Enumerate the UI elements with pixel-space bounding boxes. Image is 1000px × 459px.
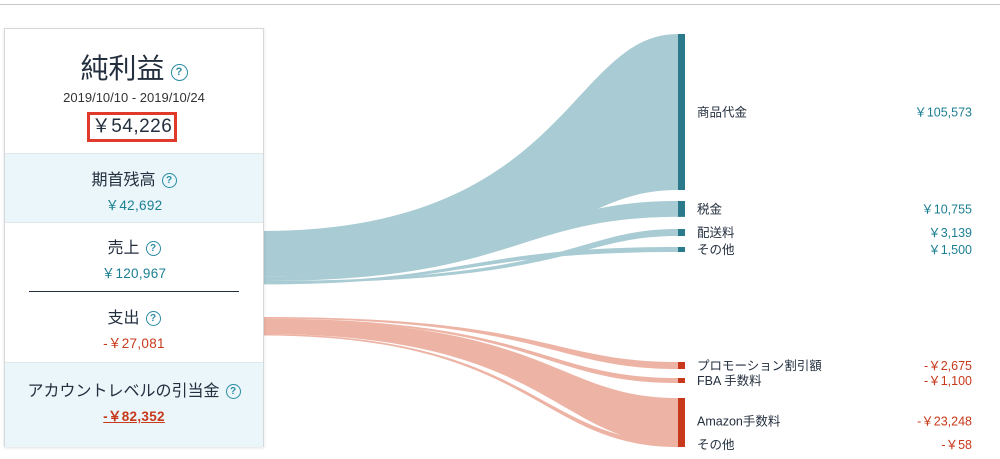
sankey-value-label: ￥3,139	[928, 226, 972, 240]
sankey-category-label: FBA 手数料	[697, 373, 762, 388]
opening-balance-value: ￥42,692	[105, 198, 163, 213]
net-profit-section: 純利益? 2019/10/10 - 2019/10/24 ￥54,226	[5, 29, 263, 153]
help-icon[interactable]: ?	[161, 173, 177, 189]
sankey-category-label: その他	[697, 243, 735, 257]
sankey-flow	[262, 318, 678, 383]
help-icon[interactable]: ?	[145, 241, 161, 257]
sankey-category-label: プロモーション割引額	[697, 358, 822, 373]
help-icon[interactable]: ?	[170, 64, 188, 81]
sankey-value-label: -￥58	[941, 438, 972, 452]
sankey-category-label: 配送料	[697, 225, 735, 240]
sankey-target-labels: 商品代金 ￥105,573 税金 ￥10,755 配送料 ￥3,139 その他 ￥1,500 プ…	[697, 105, 972, 453]
expenses-value: -￥27,081	[103, 336, 165, 351]
sankey-flow	[262, 333, 678, 447]
sankey-flow	[262, 317, 678, 369]
sankey-target-bar	[678, 378, 685, 383]
account-reserve-title: アカウントレベルの引当金?	[5, 377, 263, 401]
help-icon[interactable]: ?	[225, 384, 241, 400]
opening-balance-section: 期首残高? ￥42,692	[5, 153, 263, 223]
sankey-target-bar	[678, 362, 685, 369]
sankey-target-bar	[678, 398, 685, 445]
help-icon[interactable]: ?	[145, 311, 161, 327]
account-reserve-section: アカウントレベルの引当金? -￥82,352	[5, 362, 263, 447]
account-reserve-value[interactable]: -￥82,352	[103, 409, 165, 424]
date-range: 2019/10/10 - 2019/10/24	[63, 90, 205, 105]
sales-title: 売上?	[5, 234, 263, 258]
sankey-target-bar	[678, 229, 685, 236]
sankey-flow	[262, 319, 678, 445]
sankey-category-label: 商品代金	[697, 105, 748, 120]
sales-section: 売上? ￥120,967	[5, 222, 263, 292]
opening-balance-title: 期首残高?	[5, 166, 263, 190]
expenses-label: 支出	[107, 310, 140, 327]
sankey-flow	[262, 229, 678, 284]
sankey-value-label: -￥23,248	[917, 415, 972, 429]
sankey-value-label: ￥1,500	[928, 243, 972, 257]
sankey-value-label: ￥105,573	[914, 106, 972, 120]
sankey-flows	[262, 34, 678, 447]
net-profit-value: ￥54,226	[87, 112, 177, 142]
sankey-category-label: その他	[697, 438, 735, 452]
sankey-target-bar	[678, 442, 685, 447]
expenses-title: 支出?	[5, 304, 263, 328]
sankey-target-bar	[678, 34, 685, 190]
sankey-value-label: ￥10,755	[921, 202, 972, 216]
summary-panel: 純利益? 2019/10/10 - 2019/10/24 ￥54,226 期首残…	[4, 28, 264, 447]
sankey-value-label: -￥2,675	[924, 359, 972, 373]
sales-label: 売上	[107, 240, 140, 257]
sankey-target-bars	[678, 34, 685, 447]
account-reserve-label: アカウントレベルの引当金	[27, 383, 220, 400]
net-profit-label: 純利益	[80, 53, 165, 84]
sankey-flow	[262, 247, 678, 285]
sankey-target-bar	[678, 247, 685, 252]
net-profit-title: 純利益?	[5, 47, 263, 87]
expenses-section: 支出? -￥27,081	[5, 292, 263, 362]
top-divider	[0, 4, 1000, 5]
sales-value: ￥120,967	[101, 266, 167, 281]
sankey-category-label: Amazon手数料	[697, 414, 781, 429]
sankey-value-label: -￥1,100	[924, 374, 972, 388]
sankey-target-bar	[678, 201, 685, 217]
section-divider	[29, 291, 239, 292]
sankey-flow	[262, 201, 678, 282]
opening-balance-label: 期首残高	[91, 172, 156, 189]
sankey-category-label: 税金	[697, 201, 723, 216]
